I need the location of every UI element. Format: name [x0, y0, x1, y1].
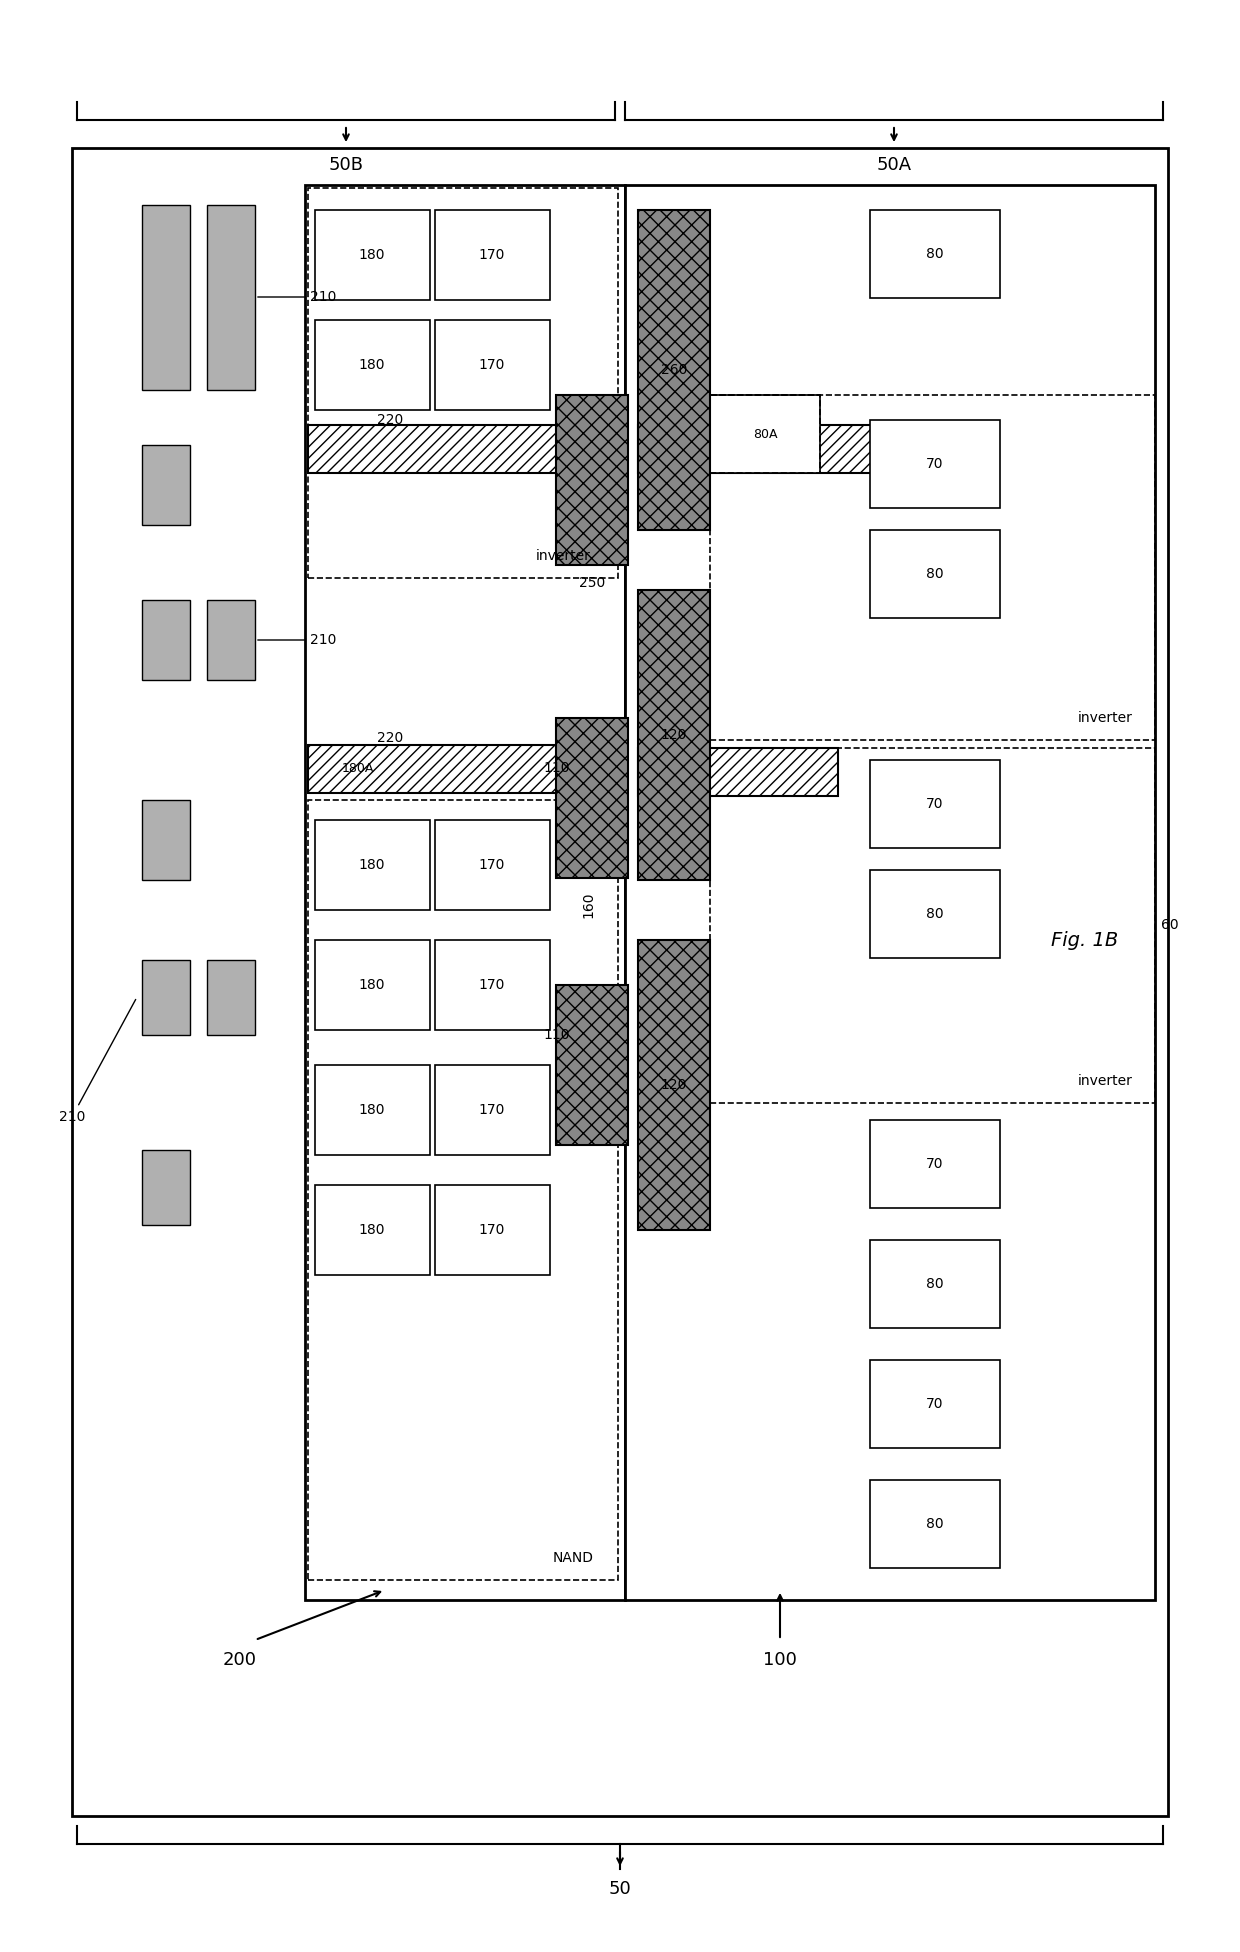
Text: 120: 120	[661, 728, 687, 742]
Bar	[639, 941, 711, 1230]
Text: inverter: inverter	[1078, 1074, 1132, 1087]
Bar	[143, 800, 190, 880]
Text: 80: 80	[926, 248, 944, 262]
Bar	[870, 1480, 999, 1567]
Text: 180: 180	[358, 248, 386, 262]
Bar	[435, 1185, 551, 1275]
Bar	[308, 426, 618, 472]
Bar	[870, 1240, 999, 1327]
Text: 170: 170	[479, 248, 505, 262]
Bar	[435, 1066, 551, 1156]
Text: Fig. 1B: Fig. 1B	[1052, 931, 1118, 949]
Text: 50: 50	[609, 1880, 631, 1897]
Text: 170: 170	[479, 1224, 505, 1238]
Text: 180: 180	[358, 357, 386, 373]
Bar	[556, 718, 627, 878]
Bar	[870, 211, 999, 299]
Bar	[870, 531, 999, 619]
Text: 50A: 50A	[877, 156, 911, 174]
Bar	[870, 420, 999, 508]
Bar	[639, 590, 711, 880]
Bar	[143, 205, 190, 390]
Text: 70: 70	[926, 1398, 944, 1411]
Text: 250: 250	[579, 576, 605, 590]
Text: inverter: inverter	[1078, 711, 1132, 724]
Text: 220: 220	[377, 730, 403, 746]
Bar	[435, 211, 551, 301]
Text: 170: 170	[479, 978, 505, 992]
Text: 70: 70	[926, 457, 944, 470]
Text: 210: 210	[258, 632, 336, 646]
Bar	[143, 599, 190, 679]
Text: 80: 80	[926, 566, 944, 582]
Bar	[435, 320, 551, 410]
Bar	[556, 394, 627, 564]
Bar	[72, 148, 1168, 1815]
Bar	[870, 871, 999, 958]
Bar	[207, 205, 255, 390]
Bar	[315, 820, 430, 910]
Bar	[143, 960, 190, 1035]
Bar	[639, 211, 711, 531]
Text: 50B: 50B	[329, 156, 363, 174]
Text: 100: 100	[763, 1651, 797, 1669]
Text: 110: 110	[544, 1029, 570, 1042]
Text: 200: 200	[223, 1651, 257, 1669]
Text: 70: 70	[926, 796, 944, 810]
Bar	[143, 1150, 190, 1226]
Text: 80A: 80A	[753, 427, 777, 441]
Text: 160: 160	[582, 892, 595, 917]
Text: 80: 80	[926, 1517, 944, 1530]
Bar	[870, 759, 999, 847]
Bar	[143, 445, 190, 525]
Text: 120: 120	[661, 1078, 687, 1091]
Bar	[435, 820, 551, 910]
Bar	[639, 426, 959, 472]
Bar	[308, 800, 618, 1579]
Text: 260: 260	[661, 363, 687, 377]
Text: inverter: inverter	[536, 549, 590, 562]
Bar	[315, 941, 430, 1031]
Bar	[625, 185, 1154, 1601]
Text: 180: 180	[358, 1224, 386, 1238]
Bar	[315, 320, 430, 410]
Text: 180: 180	[358, 978, 386, 992]
Bar	[711, 394, 820, 472]
Bar	[870, 1120, 999, 1208]
Bar	[305, 185, 625, 1601]
Bar	[308, 746, 620, 793]
Bar	[711, 748, 1154, 1103]
Text: 60: 60	[1161, 917, 1179, 931]
Bar	[556, 986, 627, 1146]
Bar	[207, 960, 255, 1035]
Text: 180A: 180A	[342, 763, 374, 775]
Text: 220: 220	[377, 414, 403, 427]
Text: 180: 180	[358, 859, 386, 873]
Text: NAND: NAND	[553, 1552, 594, 1566]
Text: 170: 170	[479, 1103, 505, 1117]
Text: 170: 170	[479, 859, 505, 873]
Bar	[315, 1185, 430, 1275]
Text: 80: 80	[926, 1277, 944, 1290]
Bar	[711, 394, 820, 472]
Text: 210: 210	[258, 291, 336, 305]
Bar	[711, 394, 1154, 740]
Bar	[315, 1066, 430, 1156]
Bar	[639, 748, 838, 796]
Bar	[870, 1361, 999, 1448]
Bar	[315, 211, 430, 301]
Text: 210: 210	[58, 999, 135, 1124]
Bar	[207, 599, 255, 679]
Text: 170: 170	[479, 357, 505, 373]
Bar	[308, 187, 618, 578]
Text: 180: 180	[358, 1103, 386, 1117]
Text: 80: 80	[926, 908, 944, 921]
Bar	[435, 941, 551, 1031]
Text: 70: 70	[926, 1158, 944, 1171]
Text: 110: 110	[544, 761, 570, 775]
